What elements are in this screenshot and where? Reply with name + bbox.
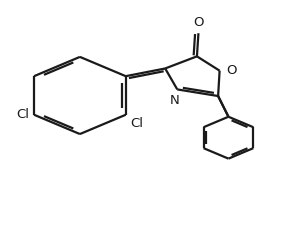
Text: O: O xyxy=(226,64,237,77)
Text: Cl: Cl xyxy=(130,116,143,129)
Text: N: N xyxy=(169,94,179,107)
Text: O: O xyxy=(193,16,204,29)
Text: Cl: Cl xyxy=(17,108,30,121)
